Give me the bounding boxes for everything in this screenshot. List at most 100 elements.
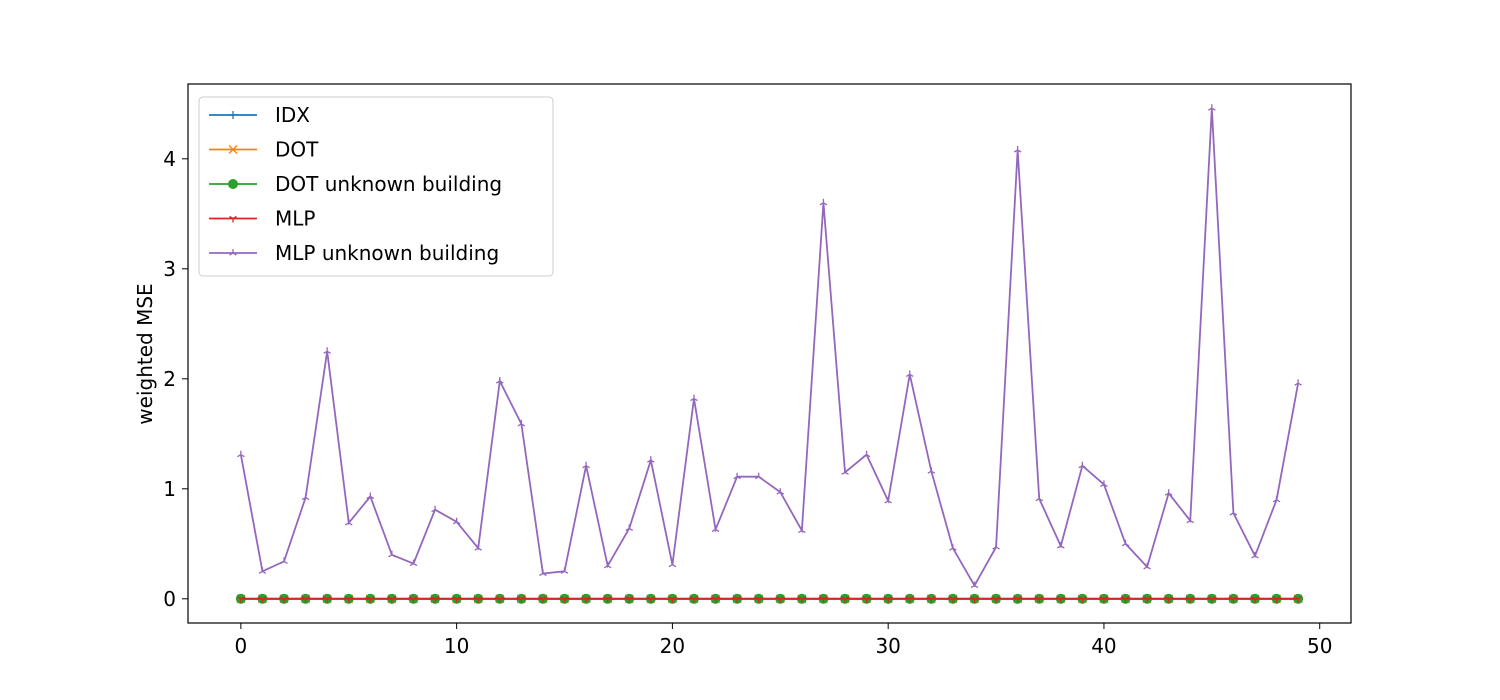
data-point bbox=[474, 596, 483, 603]
data-point bbox=[409, 559, 418, 567]
data-point bbox=[1229, 509, 1238, 516]
y-tick-label: 4 bbox=[163, 147, 176, 171]
data-point bbox=[1186, 516, 1195, 524]
data-point bbox=[323, 596, 331, 603]
data-point bbox=[970, 596, 979, 603]
y-tick-label: 3 bbox=[163, 257, 176, 281]
plot-frame bbox=[187, 83, 1352, 624]
data-point bbox=[560, 596, 569, 603]
data-point bbox=[258, 596, 267, 603]
data-point bbox=[1035, 494, 1044, 502]
data-point bbox=[927, 596, 936, 603]
legend: IDX DOT DOT unknown building MLP MLP unknown… bbox=[198, 96, 554, 277]
data-point bbox=[452, 517, 461, 525]
data-point bbox=[388, 550, 396, 558]
data-point bbox=[1294, 379, 1302, 386]
data-point bbox=[323, 347, 331, 354]
x-tick-label: 10 bbox=[444, 634, 469, 658]
data-point bbox=[237, 596, 245, 603]
x-tick-label: 40 bbox=[1091, 634, 1116, 658]
y-axis: 0 1 2 3 4 bbox=[163, 147, 188, 611]
data-point bbox=[495, 596, 504, 603]
data-point bbox=[1272, 596, 1281, 603]
data-point bbox=[1251, 596, 1259, 603]
legend-label: MLP bbox=[275, 207, 315, 231]
legend-marker bbox=[228, 145, 238, 154]
data-point bbox=[1229, 596, 1238, 603]
data-point bbox=[1143, 596, 1151, 603]
data-point bbox=[733, 472, 741, 480]
data-point bbox=[560, 567, 569, 574]
data-point bbox=[582, 596, 590, 603]
data-point bbox=[1078, 596, 1087, 603]
data-point bbox=[1100, 596, 1108, 603]
x-tick-label: 50 bbox=[1307, 634, 1332, 658]
data-point bbox=[603, 561, 612, 569]
legend-item-dot-unknown-building: DOT unknown building bbox=[209, 172, 502, 196]
data-point bbox=[1251, 551, 1259, 559]
x-axis: 0 10 20 30 40 50 bbox=[234, 623, 1332, 658]
data-point bbox=[301, 493, 310, 501]
y-tick-label: 1 bbox=[163, 477, 176, 501]
data-point bbox=[798, 526, 806, 534]
data-point bbox=[927, 467, 936, 474]
data-point bbox=[841, 596, 849, 603]
data-point bbox=[1164, 596, 1173, 603]
data-point bbox=[1208, 104, 1216, 111]
data-point bbox=[905, 596, 914, 603]
data-point bbox=[495, 377, 504, 384]
data-point bbox=[539, 569, 547, 577]
y-tick-label: 2 bbox=[163, 367, 176, 391]
legend-frame bbox=[198, 96, 554, 277]
data-point bbox=[1208, 596, 1216, 603]
data-point bbox=[733, 596, 741, 603]
data-point bbox=[1013, 146, 1022, 153]
data-point bbox=[431, 596, 439, 603]
data-point bbox=[668, 596, 677, 603]
y-axis-label: weighted MSE bbox=[133, 283, 157, 424]
data-point bbox=[884, 596, 892, 603]
data-point bbox=[1121, 539, 1130, 547]
data-point bbox=[237, 450, 245, 458]
legend-item-mlp-unknown-building: MLP unknown building bbox=[209, 241, 499, 265]
data-point bbox=[344, 596, 353, 603]
data-point bbox=[474, 544, 483, 551]
data-point bbox=[647, 596, 655, 603]
data-point bbox=[301, 596, 310, 603]
legend-item-idx: IDX bbox=[209, 103, 310, 127]
series-line-mlp-unknown-building bbox=[239, 108, 1300, 588]
data-point bbox=[949, 596, 957, 603]
x-tick-label: 30 bbox=[875, 634, 900, 658]
data-point bbox=[1294, 596, 1302, 603]
legend-marker bbox=[229, 249, 237, 256]
legend-item-mlp: MLP bbox=[209, 207, 315, 231]
legend-item-dot: DOT bbox=[209, 138, 319, 162]
data-point bbox=[970, 581, 979, 589]
data-point bbox=[647, 456, 655, 463]
series-mlp bbox=[237, 596, 1302, 603]
data-point bbox=[992, 596, 1000, 603]
data-point bbox=[409, 596, 418, 603]
data-point bbox=[517, 419, 526, 427]
data-point bbox=[776, 596, 785, 603]
data-point bbox=[690, 596, 698, 603]
data-point bbox=[625, 596, 634, 603]
data-point bbox=[819, 596, 828, 603]
data-point bbox=[1056, 596, 1065, 603]
data-point bbox=[388, 596, 396, 603]
data-point bbox=[905, 370, 914, 377]
data-point bbox=[582, 461, 590, 469]
data-point bbox=[452, 596, 461, 603]
data-point bbox=[258, 567, 267, 574]
data-point bbox=[862, 596, 871, 603]
data-point bbox=[366, 596, 375, 603]
data-point bbox=[431, 505, 439, 513]
data-point bbox=[884, 496, 892, 504]
data-point bbox=[366, 492, 375, 500]
legend-marker bbox=[228, 179, 238, 189]
x-tick-label: 0 bbox=[234, 634, 247, 658]
data-point bbox=[603, 596, 612, 603]
data-point bbox=[711, 525, 720, 533]
legend-label: DOT bbox=[275, 138, 319, 162]
